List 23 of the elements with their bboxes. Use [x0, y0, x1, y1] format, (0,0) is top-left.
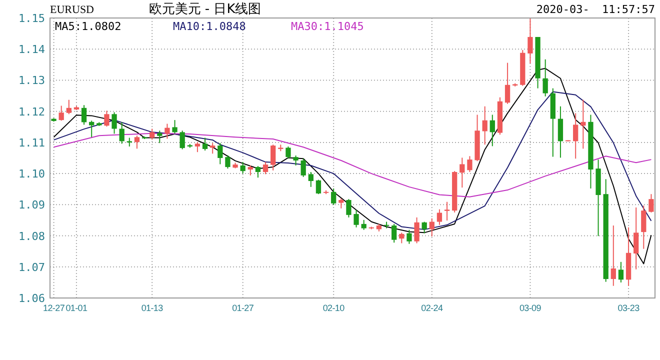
y-tick-label: 1.13: [18, 74, 45, 88]
x-tick-label: 02-10: [322, 303, 345, 313]
y-tick-label: 1.09: [18, 198, 45, 212]
x-tick-label: 01-27: [232, 303, 254, 313]
text: 11:57:57: [602, 3, 655, 16]
chart-title: 欧元美元 - 日K线图: [148, 1, 262, 17]
legend: MA5:1.0802 MA10:1.0848 MA30:1.1045: [55, 20, 364, 33]
x-tick-label: 12-27: [43, 303, 65, 313]
text: EURUSD: [50, 4, 94, 16]
text: 2020-03-: [536, 3, 590, 16]
x-tick-label: 02-24: [421, 303, 443, 313]
y-tick-label: 1.11: [18, 136, 45, 150]
x-tick-label: 01-13: [141, 303, 164, 313]
x-tick-label: 03-09: [519, 303, 542, 313]
x-tick-label: 03-23: [618, 303, 640, 313]
y-tick-label: 1.14: [18, 43, 46, 56]
y-tick-label: 1.10: [18, 168, 45, 181]
y-tick-label: 1.12: [18, 105, 45, 118]
y-tick-label: 1.15: [18, 12, 45, 25]
y-tick-label: 1.06: [18, 292, 45, 305]
y-tick-label: 1.07: [18, 260, 45, 274]
y-tick-label: 1.08: [18, 230, 45, 243]
x-tick-label: 01-01: [66, 303, 88, 313]
